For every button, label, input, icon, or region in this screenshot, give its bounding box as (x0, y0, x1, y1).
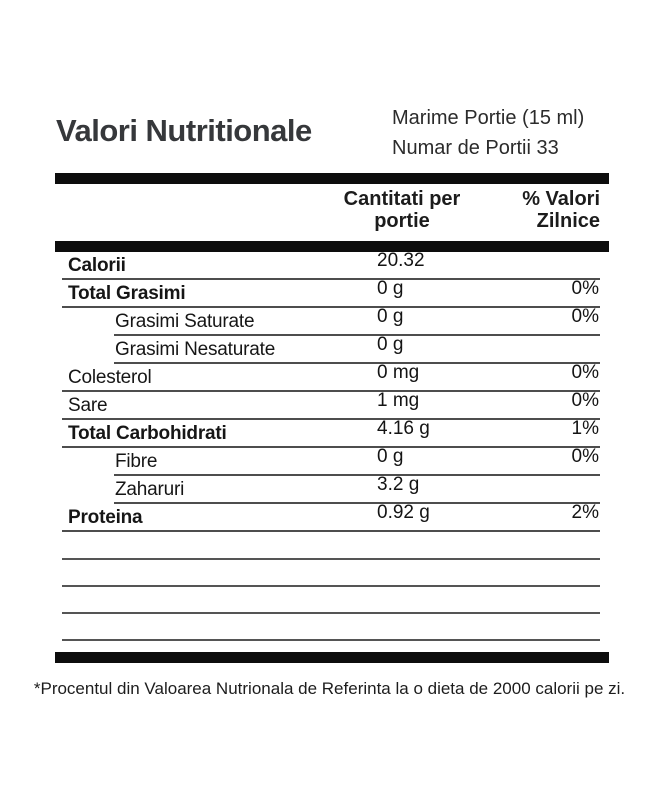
nutrient-label: Grasimi Nesaturate (115, 339, 276, 360)
row-rule (114, 474, 600, 476)
empty-row (55, 560, 609, 587)
column-header-daily-line1: % Valori (522, 188, 600, 210)
row-rule (62, 530, 600, 532)
nutrient-label: Total Grasimi (68, 283, 186, 304)
column-header-daily-line2: Zilnice (536, 210, 600, 232)
nutrient-daily: 0% (571, 362, 599, 383)
nutrient-label: Proteina (68, 507, 143, 528)
nutrient-table: Calorii 20.32 Total Grasimi 0 g 0% Grasi… (55, 250, 609, 532)
nutrient-amount: 0.92 g (377, 502, 430, 523)
empty-row (55, 587, 609, 614)
row-grasimi-saturate: Grasimi Saturate 0 g 0% (55, 306, 609, 336)
nutrient-daily: 2% (571, 502, 599, 523)
divider-bar-bottom (55, 652, 609, 663)
nutrient-daily: 0% (571, 306, 599, 327)
nutrient-label: Calorii (68, 255, 126, 276)
servings-per-container: Numar de Portii 33 (392, 137, 559, 159)
row-rule (62, 612, 600, 614)
nutrient-label: Sare (68, 395, 108, 416)
footnote: *Procentul din Valoarea Nutrionala de Re… (33, 679, 626, 698)
nutrient-amount: 0 mg (377, 362, 420, 383)
nutrient-label: Grasimi Saturate (115, 311, 255, 332)
nutrient-label: Zaharuri (115, 479, 185, 500)
row-proteina: Proteina 0.92 g 2% (55, 502, 609, 532)
row-total-grasimi: Total Grasimi 0 g 0% (55, 278, 609, 308)
row-rule (114, 362, 600, 364)
divider-bar-mid (55, 241, 609, 252)
column-header-amount-line1: Cantitati per (343, 188, 461, 210)
row-fibre: Fibre 0 g 0% (55, 446, 609, 476)
column-header-amount: Cantitati per portie (322, 188, 482, 232)
row-rule (62, 418, 600, 420)
nutrient-amount: 1 mg (377, 390, 420, 411)
row-sare: Sare 1 mg 0% (55, 390, 609, 420)
empty-rows (55, 533, 609, 641)
nutrient-amount: 0 g (377, 334, 404, 355)
row-zaharuri: Zaharuri 3.2 g (55, 474, 609, 504)
row-rule (62, 639, 600, 641)
row-rule (62, 306, 600, 308)
nutrient-amount: 0 g (377, 306, 404, 327)
nutrient-label: Colesterol (68, 367, 152, 388)
nutrient-amount: 20.32 (377, 250, 425, 271)
serving-info: Marime Portie (15 ml) Numar de Portii 33 (392, 103, 584, 163)
nutrient-amount: 4.16 g (377, 418, 430, 439)
nutrient-daily: 0% (571, 446, 599, 467)
row-rule (114, 502, 600, 504)
row-rule (62, 558, 600, 560)
row-rule (62, 446, 600, 448)
row-grasimi-nesaturate: Grasimi Nesaturate 0 g (55, 334, 609, 364)
row-colesterol: Colesterol 0 mg 0% (55, 362, 609, 392)
column-header-amount-line2: portie (374, 210, 430, 232)
row-total-carbohidrati: Total Carbohidrati 4.16 g 1% (55, 418, 609, 448)
row-rule (62, 390, 600, 392)
nutrient-amount: 3.2 g (377, 474, 420, 495)
empty-row (55, 533, 609, 560)
row-rule (62, 585, 600, 587)
nutrient-label: Fibre (115, 451, 158, 472)
row-calorii: Calorii 20.32 (55, 250, 609, 280)
row-rule (114, 334, 600, 336)
column-header-daily-value: % Valori Zilnice (460, 188, 600, 232)
nutrient-daily: 0% (571, 390, 599, 411)
nutrient-daily: 0% (571, 278, 599, 299)
divider-bar-top (55, 173, 609, 184)
nutrient-daily: 1% (571, 418, 599, 439)
nutrient-amount: 0 g (377, 446, 404, 467)
row-rule (62, 278, 600, 280)
label-title: Valori Nutritionale (56, 113, 312, 148)
nutrient-amount: 0 g (377, 278, 404, 299)
serving-size: Marime Portie (15 ml) (392, 107, 585, 129)
nutrient-label: Total Carbohidrati (68, 423, 227, 444)
empty-row (55, 614, 609, 641)
